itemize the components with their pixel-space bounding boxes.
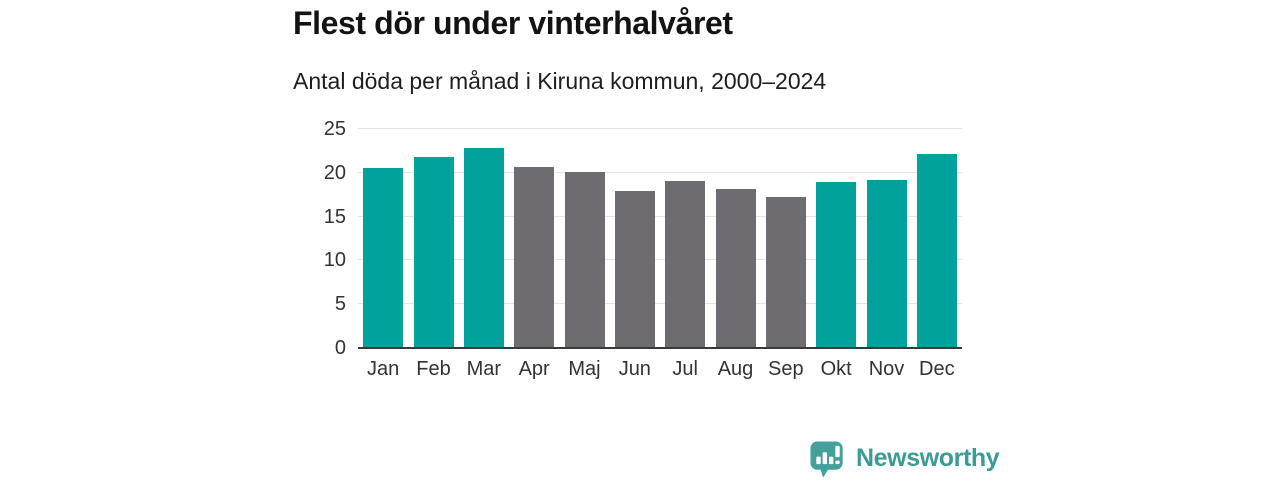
bar-sep: [765, 197, 806, 348]
x-tick-label-sep: Sep: [768, 358, 804, 380]
bar-nov: [866, 179, 907, 348]
x-tick-label-nov: Nov: [868, 358, 905, 380]
x-axis-labels: Jan Feb Mar Apr Maj Jun Jul Aug Sep Okt Nov Dec: [358, 358, 962, 386]
bar-aug: [715, 189, 756, 348]
chart-subtitle: Antal döda per månad i Kiruna kommun, 20…: [293, 68, 827, 94]
x-tick-label-jun: Jun: [618, 358, 651, 380]
x-tick-label-feb: Feb: [416, 358, 451, 380]
gridline-5: [358, 303, 962, 305]
x-tick-label-okt: Okt: [820, 358, 852, 380]
gridline-10: [358, 259, 962, 261]
bar-mar: [463, 148, 504, 348]
x-tick-label-apr: Apr: [518, 358, 550, 380]
y-tick-label-0: 0: [334, 337, 346, 359]
newsworthy-logo-text: Newsworthy: [856, 444, 1000, 472]
bar-jan: [363, 167, 404, 348]
x-tick-label-dec: Dec: [919, 358, 955, 380]
newsworthy-logo-icon: [810, 441, 843, 478]
x-tick-label-aug: Aug: [717, 358, 754, 380]
gridline-20: [358, 171, 962, 173]
y-tick-label-5: 5: [334, 293, 346, 316]
y-axis-labels: 0 5 10 15 20 25: [250, 119, 346, 358]
x-axis-line: [358, 346, 962, 349]
x-tick-label-jul: Jul: [672, 358, 698, 380]
x-tick-label-jan: Jan: [367, 358, 400, 380]
bar-apr: [514, 166, 555, 348]
bar-maj: [564, 171, 605, 348]
y-tick-label-10: 10: [323, 249, 346, 272]
plot-area: [358, 128, 962, 349]
bar-okt: [816, 182, 857, 348]
bar-jul: [665, 180, 706, 348]
x-tick-label-maj: Maj: [568, 358, 601, 380]
bar-feb: [413, 157, 454, 348]
y-tick-label-20: 20: [323, 161, 346, 184]
gridline-25: [358, 128, 962, 129]
x-tick-label-mar: Mar: [466, 358, 502, 380]
bar-jun: [614, 191, 655, 348]
gridline-15: [358, 215, 962, 217]
bar-dec: [916, 153, 957, 348]
chart-title: Flest dör under vinterhalvåret: [293, 5, 733, 41]
y-tick-label-25: 25: [323, 118, 346, 140]
y-tick-label-15: 15: [323, 205, 346, 228]
